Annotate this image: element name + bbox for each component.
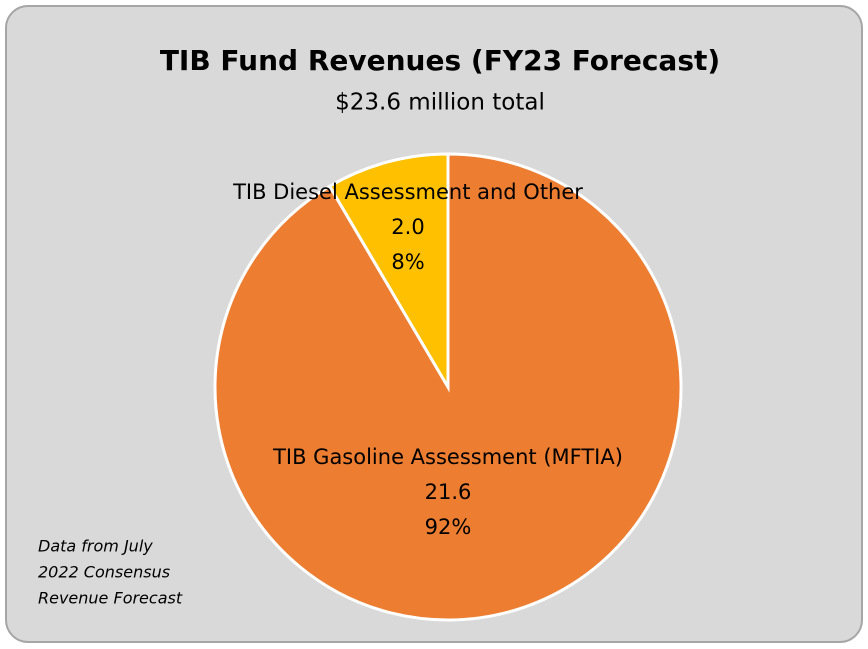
note: 2022 Consensus — [38, 563, 170, 582]
chart-subtitle: $23.6 million total — [335, 90, 545, 116]
slice-label: TIB Diesel Assessment and Other — [232, 180, 583, 204]
chart-title: TIB Fund Revenues (FY23 Forecast) — [160, 44, 720, 77]
note: Revenue Forecast — [38, 589, 183, 608]
value-label: 2.0 — [391, 215, 424, 239]
percent-label: 8% — [391, 250, 424, 274]
value-label: 21.6 — [425, 480, 472, 504]
pie-slice — [327, 152, 450, 393]
percent-label: 92% — [425, 515, 472, 539]
note: Data from July — [38, 537, 153, 556]
slice-label: TIB Gasoline Assessment (MFTIA) — [272, 445, 623, 469]
